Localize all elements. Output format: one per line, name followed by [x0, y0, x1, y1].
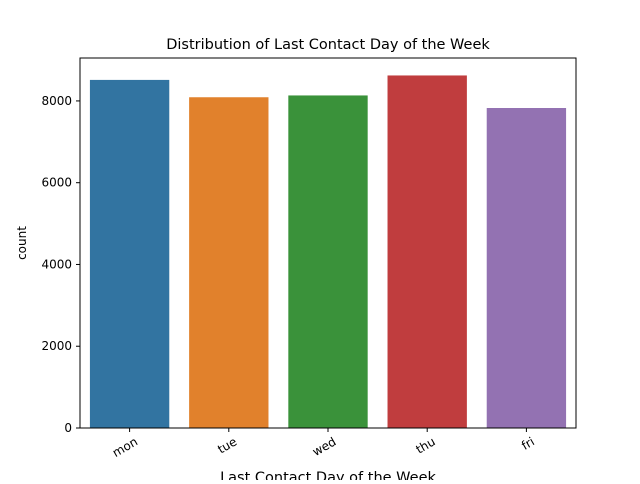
y-tick-label-6000: 6000 — [41, 176, 72, 190]
y-tick-label-4000: 4000 — [41, 257, 72, 271]
x-tick-label-fri: fri — [519, 434, 537, 452]
bar-fri — [486, 108, 567, 428]
y-tick-label-2000: 2000 — [41, 339, 72, 353]
y-axis-ticks: 0 2000 4000 6000 8000 — [41, 94, 80, 435]
bar-wed — [288, 95, 368, 428]
x-axis-label: Last Contact Day of the Week — [220, 470, 436, 480]
bar-thu — [387, 75, 467, 429]
bar-tue — [189, 97, 269, 428]
y-axis-label: count — [15, 226, 29, 260]
chart-title: Distribution of Last Contact Day of the … — [166, 37, 490, 53]
y-tick-label-8000: 8000 — [41, 94, 72, 108]
plot-frame — [79, 57, 577, 429]
y-tick-label-0: 0 — [64, 421, 72, 435]
bars-group — [89, 75, 567, 429]
bar-mon — [89, 79, 170, 428]
